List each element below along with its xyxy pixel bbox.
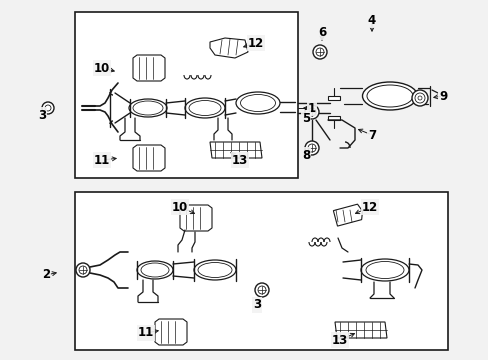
Polygon shape — [327, 96, 339, 100]
Polygon shape — [209, 38, 247, 58]
Text: 10: 10 — [94, 62, 110, 75]
Text: 11: 11 — [94, 153, 110, 166]
Ellipse shape — [362, 82, 417, 110]
Polygon shape — [180, 205, 212, 231]
Circle shape — [307, 144, 315, 152]
Circle shape — [411, 90, 427, 106]
Text: 3: 3 — [252, 298, 261, 311]
Ellipse shape — [236, 92, 280, 114]
Circle shape — [414, 93, 424, 103]
Circle shape — [305, 141, 318, 155]
Polygon shape — [334, 322, 386, 338]
Circle shape — [42, 102, 54, 114]
Polygon shape — [209, 142, 262, 158]
Bar — [75, 192, 447, 350]
Ellipse shape — [137, 261, 173, 279]
Circle shape — [79, 266, 87, 274]
Text: 1: 1 — [307, 102, 315, 114]
Polygon shape — [327, 116, 339, 120]
Circle shape — [305, 105, 318, 119]
Bar — [75, 12, 297, 178]
Text: 12: 12 — [247, 36, 264, 50]
Circle shape — [258, 286, 265, 294]
Circle shape — [254, 283, 268, 297]
Text: 6: 6 — [317, 26, 325, 39]
Text: 11: 11 — [138, 327, 154, 339]
Text: 13: 13 — [231, 153, 247, 166]
Polygon shape — [155, 319, 186, 345]
Ellipse shape — [194, 260, 236, 280]
Circle shape — [307, 108, 315, 116]
Ellipse shape — [129, 99, 167, 117]
Text: 13: 13 — [331, 333, 347, 346]
Ellipse shape — [360, 259, 408, 281]
Polygon shape — [133, 55, 164, 81]
Text: 10: 10 — [171, 201, 188, 213]
Text: 9: 9 — [438, 90, 446, 103]
Text: 5: 5 — [301, 112, 309, 125]
Circle shape — [315, 48, 324, 56]
Polygon shape — [333, 204, 362, 226]
Text: 3: 3 — [38, 108, 46, 122]
Ellipse shape — [184, 98, 224, 118]
Text: 12: 12 — [361, 201, 377, 213]
Circle shape — [312, 45, 326, 59]
Text: 4: 4 — [367, 14, 375, 27]
Text: 7: 7 — [367, 129, 375, 141]
Text: 2: 2 — [42, 269, 50, 282]
Circle shape — [76, 263, 90, 277]
Polygon shape — [133, 145, 164, 171]
Circle shape — [417, 96, 421, 100]
Text: 8: 8 — [301, 149, 309, 162]
Circle shape — [45, 105, 51, 111]
